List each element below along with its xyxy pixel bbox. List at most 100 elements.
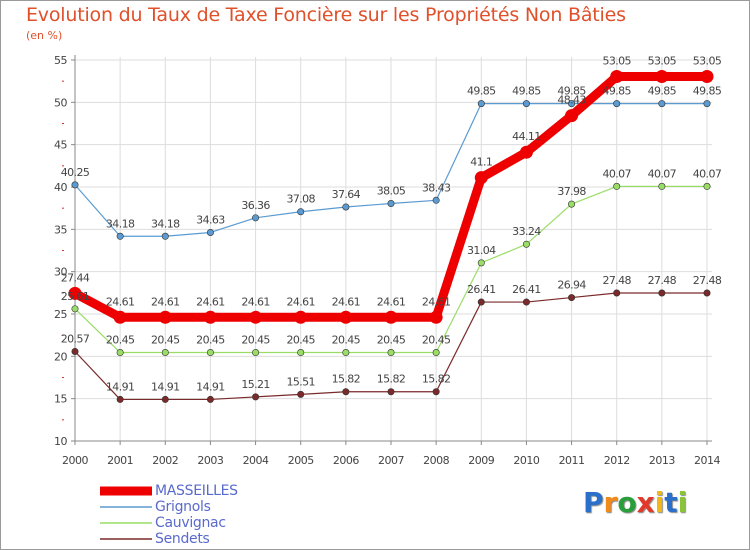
data-label-grignols-2011: 49.85 [557,85,586,98]
proxiti-logo: Proxiti [583,486,687,519]
point-masseilles-2014 [700,70,714,84]
data-label-cauvignac-2011: 37.98 [557,185,586,198]
data-label-masseilles-2011: 48.43 [557,94,586,107]
data-label-cauvignac-2002: 20.45 [151,334,180,347]
y-tick-label-20: 20 [54,350,67,363]
point-masseilles-2013 [655,70,669,84]
data-label-sendets-2003: 14.91 [196,380,225,393]
data-label-grignols-2001: 34.18 [106,217,135,230]
data-label-cauvignac-2004: 20.45 [241,334,270,347]
data-label-sendets-2008: 15.82 [422,373,451,386]
legend-item-sendets[interactable]: Sendets [100,531,300,547]
data-label-masseilles-2013: 53.05 [648,55,677,68]
y-tick-label-40: 40 [54,181,67,194]
data-label-sendets-2005: 15.51 [286,375,315,388]
data-label-sendets-2014: 27.48 [693,274,722,287]
x-tick-label-2008: 2008 [423,454,449,467]
data-label-cauvignac-2013: 40.07 [648,167,677,180]
point-sendets-2000 [71,348,79,356]
y-tick-label-25: 25 [54,308,67,321]
point-sendets-2006 [342,388,350,396]
logo-letter: o [617,486,637,519]
x-tick-label-2003: 2003 [197,454,223,467]
point-masseilles-2009 [474,171,488,185]
point-grignols-2005 [297,208,305,216]
point-cauvignac-2010 [522,240,530,248]
data-label-masseilles-2010: 44.11 [512,130,541,143]
logo-letter: x [636,486,655,519]
point-cauvignac-2008 [432,349,440,357]
point-cauvignac-2002 [161,349,169,357]
data-label-grignols-2010: 49.85 [512,85,541,98]
x-tick-label-2014: 2014 [694,454,720,467]
point-grignols-2009 [477,100,485,108]
point-masseilles-2005 [294,310,308,324]
legend-label-masseilles: MASSEILLES [155,483,238,499]
point-grignols-2000 [71,181,79,189]
x-tick-label-2010: 2010 [513,454,539,467]
point-sendets-2013 [658,289,666,297]
chart-title: Evolution du Taux de Taxe Foncière sur l… [26,4,626,26]
data-label-masseilles-2003: 24.61 [196,295,225,308]
point-sendets-2004 [252,393,260,401]
point-sendets-2007 [387,388,395,396]
data-label-cauvignac-2010: 33.24 [512,225,541,238]
y-tick-label-55: 55 [54,54,67,67]
point-masseilles-2008 [429,310,443,324]
data-label-sendets-2002: 14.91 [151,380,180,393]
logo-letter: P [583,486,604,519]
x-tick-label-2001: 2001 [107,454,133,467]
data-label-cauvignac-2000: 25.61 [61,290,90,303]
data-label-sendets-2006: 15.82 [332,373,361,386]
data-label-sendets-2004: 15.21 [241,378,270,391]
data-label-cauvignac-2005: 20.45 [286,334,315,347]
point-grignols-2001 [116,232,124,240]
point-sendets-2002 [161,395,169,403]
y-tick-label-30: 30 [54,266,67,279]
point-grignols-2014 [703,100,711,108]
data-label-masseilles-2004: 24.61 [241,295,270,308]
point-grignols-2008 [432,196,440,204]
data-label-cauvignac-2001: 20.45 [106,334,135,347]
point-sendets-2012 [613,289,621,297]
data-label-masseilles-2002: 24.61 [151,295,180,308]
point-sendets-2011 [568,294,576,302]
y-tick-label-10: 10 [54,435,67,448]
data-label-cauvignac-2012: 40.07 [602,167,631,180]
data-label-grignols-2009: 49.85 [467,85,496,98]
y-tick-label-50: 50 [54,96,67,109]
point-cauvignac-2001 [116,349,124,357]
data-label-grignols-2012: 49.85 [602,85,631,98]
data-label-grignols-2005: 37.08 [286,193,315,206]
point-sendets-2005 [297,390,305,398]
legend-item-cauvignac[interactable]: Cauvignac [100,515,300,531]
legend-item-masseilles[interactable]: MASSEILLES [100,483,300,499]
data-label-masseilles-2001: 24.61 [106,295,135,308]
logo-letter: i [654,486,665,519]
point-sendets-2001 [116,395,124,403]
y-tick-label-35: 35 [54,223,67,236]
data-label-sendets-2010: 26.41 [512,283,541,296]
data-label-grignols-2000: 40.25 [61,166,90,179]
point-masseilles-2007 [384,310,398,324]
x-tick-label-2000: 2000 [62,454,88,467]
y-tick-label-15: 15 [54,393,67,406]
point-cauvignac-2013 [658,182,666,190]
data-label-grignols-2004: 36.36 [241,199,270,212]
data-label-sendets-2012: 27.48 [602,274,631,287]
point-sendets-2008 [432,388,440,396]
point-sendets-2014 [703,289,711,297]
data-label-masseilles-2012: 53.05 [602,55,631,68]
point-grignols-2007 [387,200,395,208]
point-cauvignac-2009 [477,259,485,267]
point-grignols-2010 [522,100,530,108]
legend-item-grignols[interactable]: Grignols [100,499,300,515]
legend-label-cauvignac: Cauvignac [155,515,226,531]
data-label-cauvignac-2003: 20.45 [196,334,225,347]
data-label-grignols-2002: 34.18 [151,217,180,230]
data-label-sendets-2009: 26.41 [467,283,496,296]
data-label-grignols-2007: 38.05 [377,185,406,198]
data-label-masseilles-2014: 53.05 [693,55,722,68]
point-grignols-2006 [342,203,350,211]
x-tick-label-2013: 2013 [649,454,675,467]
